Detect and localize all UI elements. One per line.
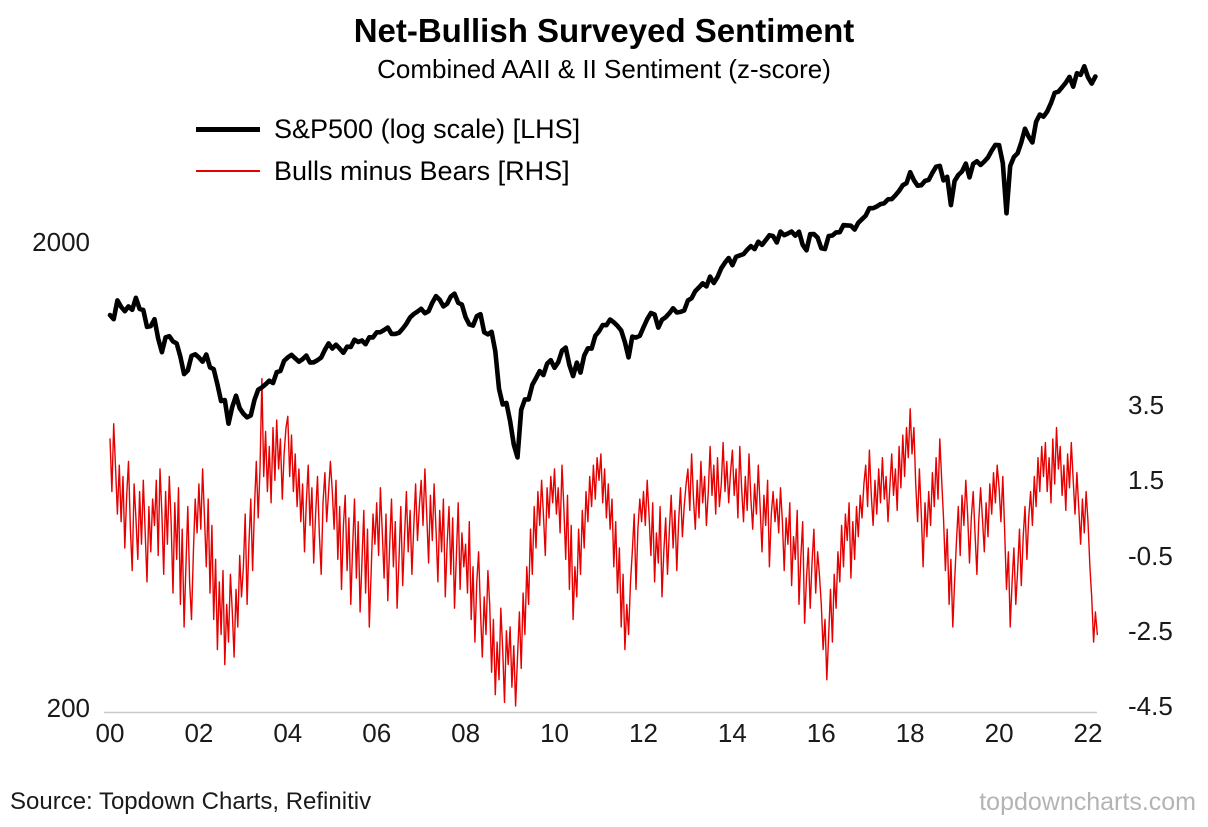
- watermark: topdowncharts.com: [979, 788, 1196, 816]
- x-axis-tick-label: 06: [362, 718, 392, 748]
- chart-title: Net-Bullish Surveyed Sentiment: [353, 12, 855, 49]
- x-axis-tick-label: 04: [273, 718, 303, 748]
- source-note: Source: Topdown Charts, Refinitiv: [10, 788, 372, 815]
- x-axis-tick-label: 22: [1073, 718, 1103, 748]
- right-axis-tick-label: -0.5: [1128, 540, 1173, 571]
- legend-label-sentiment: Bulls minus Bears [RHS]: [274, 155, 570, 186]
- right-axis-tick-label: 3.5: [1128, 390, 1165, 420]
- chart-subtitle: Combined AAII & II Sentiment (z-score): [377, 54, 831, 84]
- legend-item-sentiment: Bulls minus Bears [RHS]: [196, 150, 580, 192]
- right-axis-tick-label: -2.5: [1128, 615, 1173, 646]
- x-axis-tick-label: 00: [95, 718, 125, 748]
- left-axis-tick-label: 200: [46, 693, 90, 723]
- x-axis-tick-label: 14: [717, 718, 747, 748]
- x-axis-tick-label: 10: [540, 718, 569, 748]
- right-axis-tick-label: -4.5: [1128, 691, 1173, 721]
- legend-item-sp500: S&P500 (log scale) [LHS]: [196, 108, 580, 150]
- left-axis-tick-label: 2000: [32, 227, 90, 257]
- sp500-legend-sample: [196, 126, 260, 132]
- x-axis-tick-label: 02: [184, 718, 214, 748]
- right-axis-tick-label: 1.5: [1128, 465, 1165, 496]
- legend-label-sp500: S&P500 (log scale) [LHS]: [274, 113, 581, 144]
- sentiment-line: [109, 378, 1099, 707]
- x-axis-tick-label: 20: [984, 718, 1014, 748]
- legend: S&P500 (log scale) [LHS] Bulls minus Bea…: [196, 108, 580, 192]
- x-axis-tick-label: 18: [895, 718, 925, 748]
- sentiment-legend-sample: [196, 170, 260, 172]
- x-axis-tick-label: 08: [451, 718, 481, 748]
- x-axis-tick-label: 12: [628, 718, 658, 748]
- x-axis-tick-label: 16: [806, 718, 836, 748]
- sp500-line: [107, 64, 1098, 460]
